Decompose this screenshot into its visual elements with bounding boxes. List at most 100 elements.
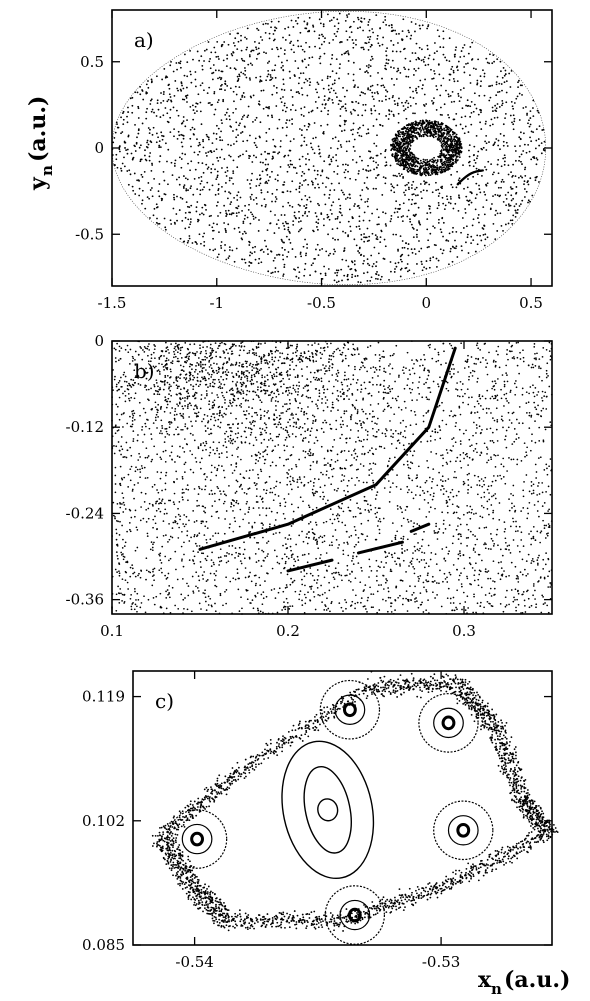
chaotic-point [223,500,226,503]
chaotic-point [528,119,530,122]
chaotic-point [325,186,327,188]
chaotic-point [152,526,154,529]
chaotic-point [130,516,133,519]
island-ring-point [444,162,446,165]
island-ring-point [439,140,442,143]
chaotic-point [220,148,223,151]
chaotic-point [500,165,503,168]
chaotic-point [265,158,267,161]
island-ring-point [408,165,411,168]
island-ring-point [424,159,427,161]
chaotic-point [384,391,387,394]
chaotic-point [316,91,318,94]
island-ring-point [393,137,396,140]
chaotic-point [146,107,148,110]
chaotic-point [248,203,250,206]
chaotic-point [249,427,252,430]
chaotic-point [486,236,489,239]
chaotic-point [184,425,187,428]
chaotic-point [388,113,391,116]
chaotic-point [484,547,487,550]
chaotic-point [212,132,215,135]
chaotic-point [176,137,179,140]
chaotic-point [350,112,353,115]
chaotic-point [235,215,238,217]
chaotic-point [144,149,146,152]
chaotic-point [523,196,526,198]
chaotic-point [194,168,197,171]
chaotic-point [406,270,409,273]
chaotic-point [405,571,407,573]
chaotic-point [491,495,493,498]
chaotic-point [412,236,415,239]
chaotic-point [265,169,268,172]
chaotic-point [277,219,280,222]
chaotic-point [355,244,358,247]
chaotic-point [532,156,534,159]
chaotic-point [257,262,260,265]
chaotic-point [461,107,464,110]
chaotic-point [304,207,307,209]
chaotic-point [481,559,483,562]
chaotic-point [435,181,437,184]
chaotic-point [147,143,150,146]
chaotic-point [395,50,398,53]
chaotic-point [412,228,415,230]
chaotic-point [202,146,205,149]
chaotic-point [340,189,343,192]
chaotic-point [212,535,214,537]
chaotic-point [175,178,178,181]
chaotic-point [282,222,284,225]
chaotic-point [532,535,535,538]
chaotic-point [536,158,539,161]
chaotic-point [549,421,552,423]
island-ring-point [440,162,443,165]
chaotic-point [188,211,190,214]
chaotic-point [478,184,480,187]
chaotic-point [207,427,209,430]
chaotic-point [320,43,323,46]
chaotic-point [292,138,295,140]
chaotic-point [233,260,236,263]
chaotic-point [305,163,307,166]
chaotic-point [235,140,238,143]
island-ring-point [430,131,432,134]
chaotic-point [339,221,341,224]
island-ring-point [426,129,429,132]
chaotic-point [415,58,418,61]
chaotic-point [128,522,131,524]
chaotic-point [246,139,249,142]
chaotic-point [283,89,286,91]
chaotic-point [360,384,363,386]
chaotic-point [496,75,499,78]
chaotic-point [172,70,175,73]
chaotic-point [304,210,307,213]
chaotic-point [129,97,132,100]
chaotic-point [170,100,173,103]
chaotic-point [201,212,203,215]
chaotic-point [289,242,292,244]
chaotic-point [405,242,407,245]
chaotic-point [361,159,363,162]
island-ring-point [426,171,429,174]
chaotic-point [257,559,260,562]
chaotic-point [342,163,344,166]
chaotic-point [412,74,415,76]
chaotic-point [276,174,279,177]
island-ring-point [410,133,413,136]
chaotic-point [262,107,265,110]
chaotic-point [344,52,347,55]
chaotic-point [328,42,331,44]
chaotic-point [184,177,187,180]
island-ring-point [437,169,440,172]
island-ring-point [452,145,455,148]
chaotic-point [252,120,254,123]
chaotic-point [224,89,226,91]
chaotic-point [193,133,195,136]
chaotic-point [173,381,175,384]
chaotic-point [376,271,378,273]
chaotic-point [257,473,259,476]
chaotic-point [450,410,453,412]
chaotic-point [388,24,391,27]
chaotic-point [392,95,394,97]
